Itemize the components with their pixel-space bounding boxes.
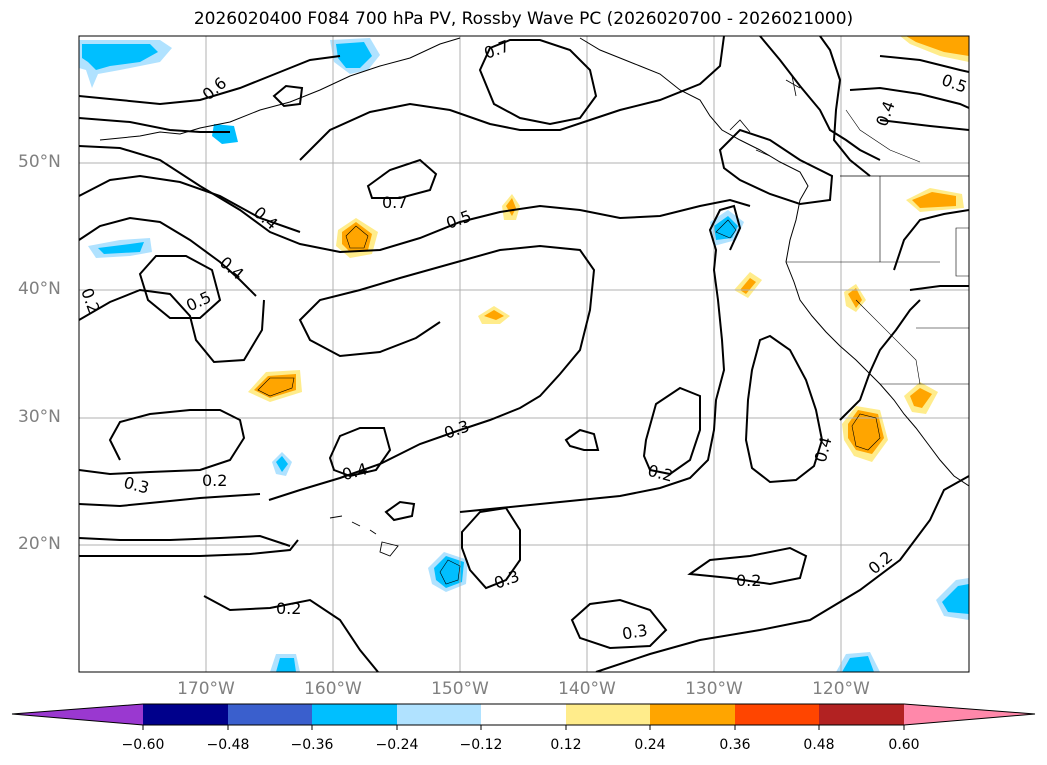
neg-anomaly: [942, 584, 969, 614]
lon-label: 130°W: [685, 679, 743, 699]
lon-label: 170°W: [177, 679, 235, 699]
colorbar-tick-label: 0.48: [803, 737, 835, 753]
colorbar-segment: [312, 704, 397, 725]
contour-label: 0.4: [216, 253, 248, 284]
contour-label: 0.7: [382, 193, 407, 212]
contour-label: 0.2: [646, 461, 676, 486]
colorbar-under-arrow: [12, 704, 143, 725]
contour-label: 0.5: [939, 70, 969, 97]
lat-label: 40°N: [18, 279, 61, 299]
contour-label: 0.2: [276, 599, 301, 618]
neg-anomaly: [98, 242, 144, 254]
contour-label: 0.4: [872, 98, 899, 128]
colorbar-tick-label: 0.24: [634, 737, 666, 753]
plot-frame: [78, 35, 970, 673]
colorbar-segment: [735, 704, 819, 725]
lat-label: 30°N: [18, 407, 61, 427]
pv-contours: [79, 36, 969, 672]
contour-label: 0.3: [621, 620, 649, 643]
colorbar-tick-label: 0.36: [719, 737, 751, 753]
colorbar-segment: [481, 704, 566, 725]
colorbar-tick-label: −0.48: [206, 737, 250, 753]
colorbar: [11, 703, 1036, 730]
lon-label: 160°W: [304, 679, 362, 699]
lon-label: 120°W: [812, 679, 870, 699]
colorbar-tick-label: −0.36: [290, 737, 334, 753]
contour-label: 0.3: [122, 473, 152, 498]
colorbar-segment: [650, 704, 735, 725]
neg-anomaly: [842, 656, 874, 672]
colorbar-tick-label: 0.12: [550, 737, 582, 753]
pos-anomaly: [342, 222, 372, 252]
neg-anomaly: [336, 42, 372, 68]
lat-label: 20°N: [18, 534, 61, 554]
colorbar-segment: [819, 704, 904, 725]
graticule: [79, 36, 969, 672]
contour-label: 0.2: [865, 547, 897, 578]
contour-label: 0.4: [250, 203, 282, 234]
neg-anomaly: [212, 124, 238, 144]
colorbar-segment: [228, 704, 312, 725]
coastlines: [99, 37, 969, 557]
colorbar-segment: [397, 704, 481, 725]
contour-label: 0.4: [811, 435, 836, 465]
neg-anomaly: [82, 44, 158, 70]
contour-label: 0.3: [442, 416, 472, 443]
pos-anomaly: [254, 374, 296, 398]
colorbar-tick-label: −0.60: [121, 737, 165, 753]
contour-label: 0.4: [340, 459, 370, 484]
pos-anomaly: [484, 310, 504, 320]
contour-label: 0.5: [444, 206, 474, 233]
pos-anomaly: [912, 192, 956, 208]
neg-anomaly: [276, 456, 288, 472]
colorbar-segment: [566, 704, 650, 725]
lon-label: 140°W: [558, 679, 616, 699]
neg-anomaly: [276, 658, 296, 672]
contour-label: 0.3: [492, 566, 522, 593]
lon-label: 150°W: [431, 679, 489, 699]
colorbar-tick-label: 0.60: [888, 737, 920, 753]
colorbar-segment: [143, 704, 228, 725]
pos-anomaly: [910, 388, 932, 408]
anomaly-outlines: [257, 219, 881, 585]
pos-anomaly: [906, 36, 969, 56]
pos-anomaly: [506, 198, 516, 216]
lat-label: 50°N: [18, 152, 61, 172]
colorbar-over-arrow: [904, 704, 1035, 725]
map-title: 2026020400 F084 700 hPa PV, Rossby Wave …: [193, 9, 854, 29]
colorbar-tick-label: −0.24: [375, 737, 419, 753]
contour-label: 0.2: [736, 571, 761, 590]
pos-anomaly: [848, 288, 862, 308]
contour-label: 0.5: [183, 287, 214, 315]
contour-label: 0.2: [202, 471, 227, 490]
colorbar-tick-label: −0.12: [459, 737, 503, 753]
